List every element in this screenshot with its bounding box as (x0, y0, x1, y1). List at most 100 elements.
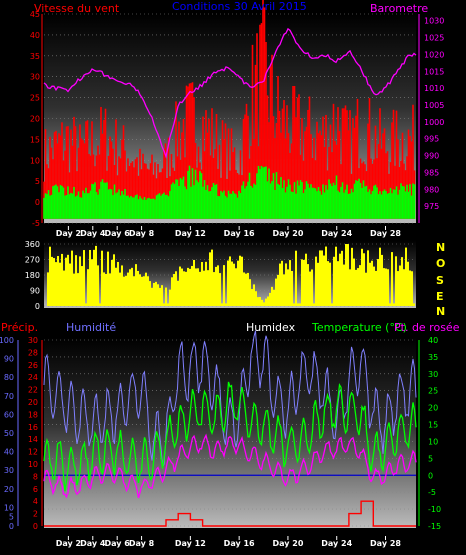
wind-tick-label: 20 (30, 115, 40, 124)
grid-lines (44, 13, 416, 527)
x-tick-label-wind: Day 28 (370, 229, 401, 238)
x-tick-label-temp: Day 8 (129, 539, 155, 548)
precip-tick-label: 28 (28, 348, 38, 357)
precip-tick-label: 26 (28, 361, 38, 370)
temp-tick-label: 0 (428, 471, 433, 480)
precip-tick-label: 12 (28, 448, 38, 457)
dewpoint-line (43, 433, 417, 499)
x-tick-label-wind: Day 6 (105, 229, 131, 238)
x-tick-label-temp: Day 2 (56, 539, 81, 548)
humidex-title: Humidex (246, 321, 296, 334)
humidity-tick-label: 10 (4, 503, 14, 512)
baro-tick-label: 990 (424, 152, 439, 161)
winddir-tick-label: 0 (35, 302, 40, 311)
wind-tick-label: -5 (32, 219, 40, 228)
temp-tick-label: 10 (428, 437, 438, 446)
wind-tick-label: 0 (35, 198, 40, 207)
precip-tick-label: 22 (28, 386, 38, 395)
baro-tick-label: 1010 (424, 84, 444, 93)
precip-tick-label: 8 (33, 472, 38, 481)
dewpoint-title: Pt. de rosée (394, 321, 460, 334)
humidity-tick-label: 50 (4, 429, 14, 438)
x-tick-label-wind: Day 8 (129, 229, 155, 238)
baro-tick-label: 980 (424, 185, 439, 194)
x-tick-label-temp: Day 24 (321, 539, 352, 548)
axis-labels: -505101520253035404597598098599099510001… (0, 10, 444, 548)
baro-title: Barometre (370, 2, 428, 15)
precip-line (44, 500, 416, 527)
baro-tick-label: 985 (424, 168, 439, 177)
winddir-tick-label: 180 (25, 271, 40, 280)
precip-title: Précip. (1, 321, 38, 334)
x-tick-label-temp: Day 28 (370, 539, 401, 548)
compass-n-bottom: N (436, 305, 445, 318)
temp-tick-label: 5 (428, 454, 433, 463)
winddir-tick-label: 270 (25, 256, 40, 265)
baro-tick-label: 1000 (424, 118, 444, 127)
humidity-tick-label: 30 (4, 466, 14, 475)
baro-tick-label: 1005 (424, 101, 444, 110)
compass-e: E (436, 290, 444, 303)
temp-tick-label: 40 (428, 336, 438, 345)
precip-tick-label: 30 (28, 336, 38, 345)
temp-tick-label: 25 (428, 387, 438, 396)
winddir-tick-label: 360 (25, 240, 40, 249)
humidity-tick-label: 0 (9, 522, 14, 531)
humidity-tick-label: 5 (9, 513, 14, 522)
x-tick-label-wind: Day 12 (175, 229, 206, 238)
winddir-tick-label: 90 (30, 287, 40, 296)
baro-tick-label: 975 (424, 202, 439, 211)
precip-tick-label: 24 (28, 373, 38, 382)
x-tick-label-temp: Day 16 (224, 539, 255, 548)
wind-tick-label: 10 (30, 156, 40, 165)
temp-tick-label: 35 (428, 353, 438, 362)
x-tick-label-temp: Day 20 (272, 539, 303, 548)
barometer-line (43, 27, 417, 159)
baro-tick-label: 1030 (424, 17, 444, 26)
temperature-title: Temperature (°C) (311, 321, 407, 334)
wind-speed-title: Vitesse du vent (34, 2, 120, 15)
precip-tick-label: 4 (33, 497, 38, 506)
x-tick-label-wind: Day 16 (224, 229, 255, 238)
precip-tick-label: 14 (28, 435, 38, 444)
x-tick-label-wind: Day 4 (80, 229, 106, 238)
baro-tick-label: 1015 (424, 67, 444, 76)
wind-tick-label: 45 (30, 10, 40, 19)
humidity-title: Humidité (66, 321, 116, 334)
humidity-tick-label: 70 (4, 392, 14, 401)
precip-tick-label: 2 (33, 510, 38, 519)
x-tick-label-wind: Day 24 (321, 229, 352, 238)
temp-tick-label: 30 (428, 370, 438, 379)
x-tick-label-temp: Day 6 (105, 539, 131, 548)
baro-tick-label: 995 (424, 135, 439, 144)
temp-tick-label: -5 (428, 488, 436, 497)
wind-tick-label: 30 (30, 73, 40, 82)
wind-tick-label: 35 (30, 52, 40, 61)
baro-tick-label: 1025 (424, 34, 444, 43)
x-tick-label-wind: Day 2 (56, 229, 81, 238)
humidity-tick-label: 90 (4, 355, 14, 364)
humidity-tick-label: 60 (4, 410, 14, 419)
temperature-line (43, 381, 417, 492)
x-tick-label-wind: Day 20 (272, 229, 303, 238)
compass-n-top: N (436, 241, 445, 254)
x-tick-label-temp: Day 4 (80, 539, 106, 548)
humidity-tick-label: 100 (0, 336, 14, 345)
precip-tick-label: 10 (28, 460, 38, 469)
compass-s: S (436, 274, 444, 287)
chart-marks (43, 0, 417, 527)
temp-tick-label: 15 (428, 421, 438, 430)
humidity-line (43, 330, 417, 470)
humidity-tick-label: 40 (4, 448, 14, 457)
humidity-tick-label: 20 (4, 485, 14, 494)
humidity-tick-label: 80 (4, 373, 14, 382)
precip-tick-label: 0 (33, 522, 38, 531)
precip-tick-label: 6 (33, 485, 38, 494)
wind-tick-label: 5 (35, 177, 40, 186)
temp-tick-label: 20 (428, 404, 438, 413)
x-tick-label-temp: Day 12 (175, 539, 206, 548)
precip-tick-label: 20 (28, 398, 38, 407)
temp-tick-label: -15 (428, 522, 441, 531)
period-title: Conditions 30 Avril 2015 (172, 0, 307, 13)
